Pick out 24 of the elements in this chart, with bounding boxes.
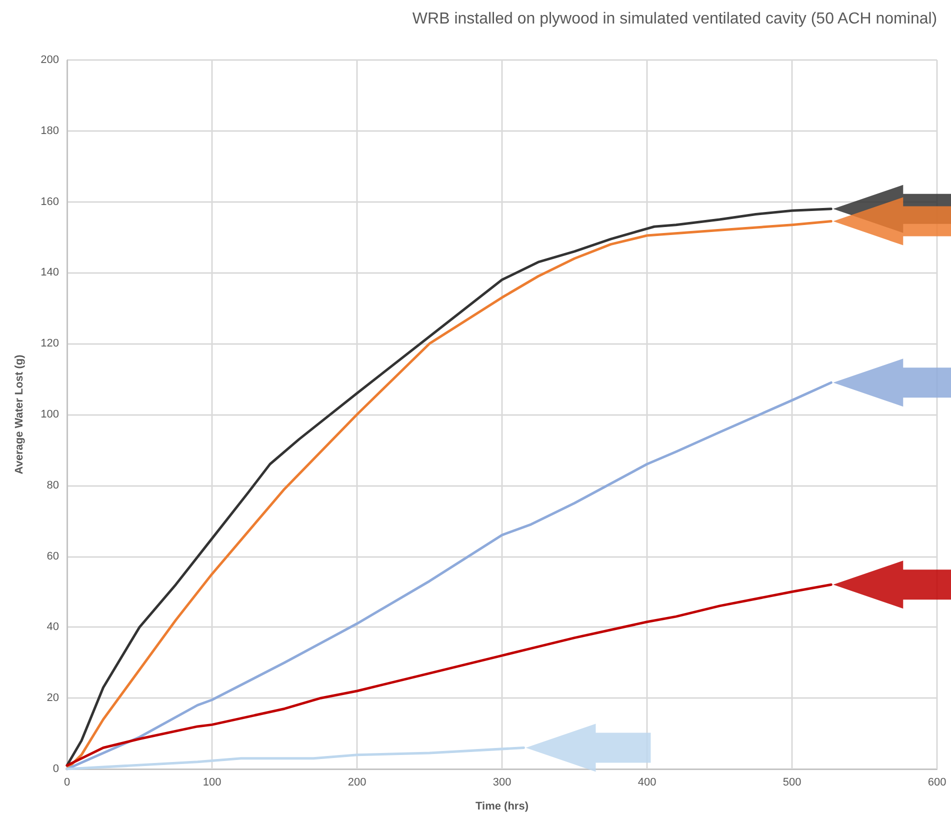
y-tick-label: 20: [46, 692, 59, 704]
y-tick-label: 200: [40, 54, 59, 66]
x-tick-label: 300: [492, 776, 512, 788]
y-axis-title: Average Water Lost (g): [14, 354, 26, 474]
line-series: [66, 746, 525, 770]
y-tick-label: 100: [40, 408, 59, 420]
x-tick-label: 600: [928, 776, 946, 788]
line-series: [66, 583, 832, 767]
x-axis-title: Time (hrs): [476, 800, 529, 812]
x-tick-label: 400: [638, 776, 656, 788]
y-tick-label: 120: [40, 338, 59, 350]
x-tick-label: 200: [348, 776, 366, 788]
chart-title: WRB installed on plywood in simulated ventilated cavity (50 ACH nominal): [412, 10, 938, 28]
x-tick-label: 0: [64, 776, 70, 788]
line-series: [66, 381, 832, 770]
y-tick-label: 80: [46, 479, 59, 492]
y-tick-label: 140: [40, 266, 59, 279]
y-tick-label: 0: [52, 763, 59, 775]
x-tick-label: 500: [782, 776, 802, 788]
y-tick-label: 40: [46, 621, 59, 634]
y-tick-label: 60: [46, 550, 59, 562]
x-tick-label: 100: [202, 776, 222, 788]
y-tick-label: 180: [40, 124, 59, 137]
y-tick-label: 160: [40, 196, 59, 208]
